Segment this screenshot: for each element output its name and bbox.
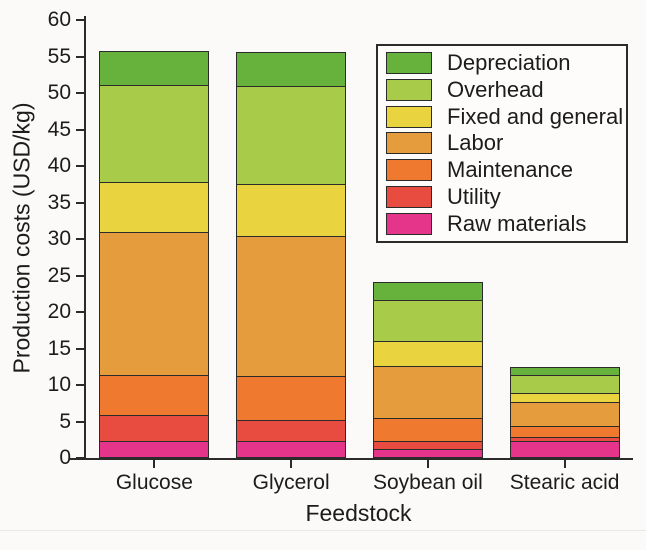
legend-entry-maintenance: Maintenance	[386, 157, 618, 183]
y-tick-label: 50	[47, 81, 71, 104]
bar-segment-fixed-and-general	[100, 181, 209, 233]
y-tick-label: 60	[47, 8, 71, 31]
plot-area: 0 5 10 15 20 25 30 35 40 45 50 55 60 Glucose Glycerol…	[48, 9, 633, 494]
x-tick-label: Glucose	[115, 471, 193, 494]
bar-segment-utility	[100, 414, 209, 441]
y-tick	[76, 92, 84, 94]
y-tick	[76, 274, 84, 277]
bar-segment-utility	[510, 436, 619, 442]
stacked-bar	[509, 366, 620, 458]
y-tick-label: 45	[47, 117, 71, 141]
legend-label: Maintenance	[447, 157, 573, 183]
bar-segment-overhead	[237, 86, 346, 184]
bar-segment-labor	[510, 401, 619, 427]
bar-segment-raw-materials	[373, 448, 482, 457]
bar-segment-labor	[373, 365, 482, 419]
legend-swatch	[386, 159, 432, 182]
y-tick	[76, 238, 84, 240]
y-tick-label: 10	[47, 373, 71, 396]
bar-segment-fixed-and-general	[510, 393, 619, 402]
legend-entry-depreciation: Depreciation	[386, 50, 618, 76]
bar-segment-overhead	[510, 374, 619, 394]
bar-segment-raw-materials	[100, 440, 209, 457]
legend-label: Fixed and general	[447, 103, 624, 129]
x-tick	[563, 460, 566, 468]
x-tick-label: Glycerol	[252, 471, 330, 494]
bar-segment-overhead	[373, 300, 482, 341]
stacked-bar	[236, 51, 347, 458]
legend-entry-utility: Utility	[386, 184, 618, 210]
x-tick	[426, 460, 429, 468]
bar-segment-raw-materials	[237, 440, 346, 457]
bar-segment-utility	[237, 419, 346, 441]
y-tick-label: 25	[47, 263, 71, 287]
legend-swatch	[386, 185, 432, 208]
y-tick	[76, 420, 84, 423]
bar-segment-maintenance	[510, 426, 619, 437]
legend-label: Overhead	[447, 77, 544, 103]
y-tick-label: 30	[47, 227, 71, 250]
legend-swatch	[386, 132, 432, 155]
legend-entry-fixed-and-general: Fixed and general	[386, 104, 623, 130]
y-tick-label: 5	[59, 409, 71, 433]
y-tick	[76, 165, 84, 167]
bottom-hairline	[0, 530, 646, 531]
y-tick-label: 15	[47, 336, 71, 360]
x-tick	[290, 460, 293, 468]
bar-slot-soybean-oil: Soybean oil	[360, 20, 497, 494]
y-tick-label: 35	[47, 190, 71, 214]
bar-segment-raw-materials	[510, 441, 619, 457]
legend-swatch	[386, 212, 432, 235]
x-tick-label: Soybean oil	[373, 471, 483, 494]
bar-segment-overhead	[100, 84, 209, 182]
bar-segment-depreciation	[510, 367, 619, 375]
legend-entry-raw-materials: Raw materials	[386, 211, 618, 237]
legend-label: Utility	[447, 183, 501, 209]
legend-entry-labor: Labor	[386, 130, 618, 156]
bar-segment-maintenance	[100, 374, 209, 415]
y-tick-label: 20	[47, 300, 71, 323]
bar-segment-maintenance	[237, 376, 346, 420]
legend-label: Depreciation	[447, 50, 571, 76]
x-axis-line	[70, 458, 633, 460]
y-tick-label: 40	[47, 154, 71, 177]
bar-segment-depreciation	[237, 52, 346, 87]
legend-label: Labor	[447, 130, 504, 156]
x-axis-title: Feedstock	[305, 500, 412, 526]
legend-entry-overhead: Overhead	[386, 77, 618, 103]
bar-slot-glycerol: Glycerol	[223, 20, 360, 494]
bar-slot-glucose: Glucose	[86, 20, 223, 494]
y-tick	[76, 128, 84, 131]
bar-segment-fixed-and-general	[237, 183, 346, 236]
y-tick	[76, 347, 84, 350]
legend-label: Raw materials	[447, 210, 587, 236]
bar-slot-stearic-acid: Stearic acid	[496, 20, 633, 494]
y-tick	[76, 201, 84, 204]
legend-swatch	[386, 105, 432, 128]
bar-slots: Glucose Glycerol Soybean oil Stearic acid	[86, 20, 633, 494]
y-tick	[76, 384, 84, 386]
bar-segment-labor	[237, 235, 346, 377]
y-axis-line	[84, 16, 86, 458]
y-tick-label: 0	[59, 446, 71, 469]
y-tick	[76, 19, 84, 21]
bar-segment-labor	[100, 232, 209, 375]
y-tick-label: 55	[47, 44, 71, 68]
y-tick	[76, 311, 84, 313]
y-tick	[76, 55, 84, 58]
bar-segment-depreciation	[373, 282, 482, 301]
stacked-bar	[372, 281, 483, 458]
x-tick	[153, 460, 156, 468]
legend: Depreciation Overhead Fixed and general Lab…	[376, 44, 628, 243]
x-tick-label: Stearic acid	[509, 471, 620, 494]
bar-segment-depreciation	[100, 51, 209, 85]
bar-segment-maintenance	[373, 418, 482, 441]
stacked-bar	[99, 50, 210, 458]
bar-segment-utility	[373, 440, 482, 449]
legend-swatch	[386, 79, 432, 102]
legend-swatch	[386, 52, 432, 75]
bar-segment-fixed-and-general	[373, 340, 482, 366]
